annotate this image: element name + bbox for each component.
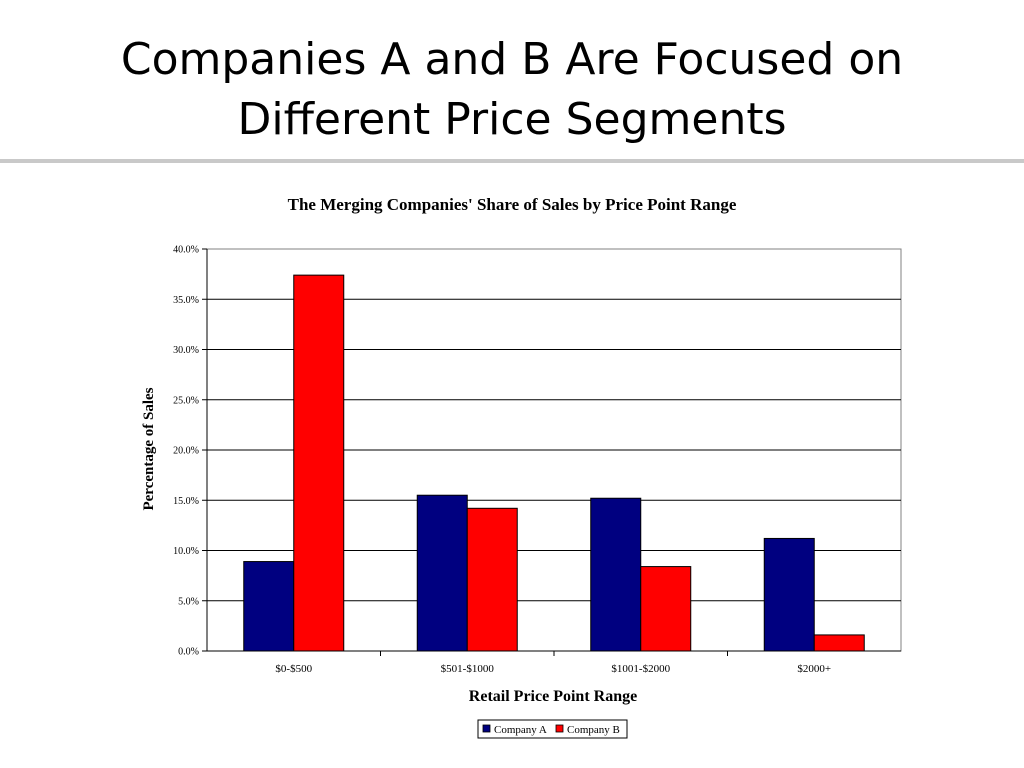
bar-company-b-1 (293, 274, 345, 652)
bar-company-a-1 (243, 561, 295, 652)
x-tick-label: $1001-$2000 (611, 663, 670, 675)
title-divider (0, 159, 1024, 163)
slide-title-line-1: Companies A and B Are Focused on (120, 34, 904, 85)
y-tick-label: 20.0% (173, 446, 199, 457)
bar-company-a-3 (590, 497, 642, 652)
bar-company-a-4 (763, 537, 815, 652)
x-tick-label: $501-$1000 (441, 663, 495, 675)
x-tick-label: $2000+ (797, 663, 831, 675)
y-tick-label: 25.0% (173, 395, 199, 406)
legend-swatch-company-a (482, 724, 491, 733)
y-tick-label: 10.0% (173, 546, 199, 557)
y-axis-label: Percentage of Sales (141, 387, 157, 510)
y-tick-label: 0.0% (178, 647, 199, 658)
y-tick-label: 35.0% (173, 295, 199, 306)
slide-title: Companies A and B Are Focused on Differe… (0, 30, 1024, 150)
y-tick-label: 40.0% (173, 245, 199, 256)
legend: Company A Company B (477, 719, 628, 739)
y-tick-label: 30.0% (173, 345, 199, 356)
chart-title: The Merging Companies' Share of Sales by… (288, 195, 737, 214)
legend-swatch-company-b (555, 724, 564, 733)
bar-company-a-2 (416, 494, 468, 652)
legend-label-company-a: Company A (494, 724, 547, 736)
x-axis-label: Retail Price Point Range (469, 688, 637, 705)
legend-box (477, 719, 628, 739)
legend-label-company-b: Company B (567, 724, 620, 736)
bar-company-b-4 (813, 634, 865, 652)
plot-area: 0.0% 5.0% 10.0% 15.0% 20.0% 25.0% 30.0% 35.0% 40… (173, 245, 902, 675)
bar-company-b-2 (466, 507, 518, 652)
x-tick-label: $0-$500 (275, 663, 312, 675)
y-tick-label: 15.0% (173, 496, 199, 507)
bar-company-b-3 (640, 566, 692, 652)
slide-title-line-2: Different Price Segments (237, 94, 787, 145)
y-tick-label: 5.0% (178, 596, 199, 607)
